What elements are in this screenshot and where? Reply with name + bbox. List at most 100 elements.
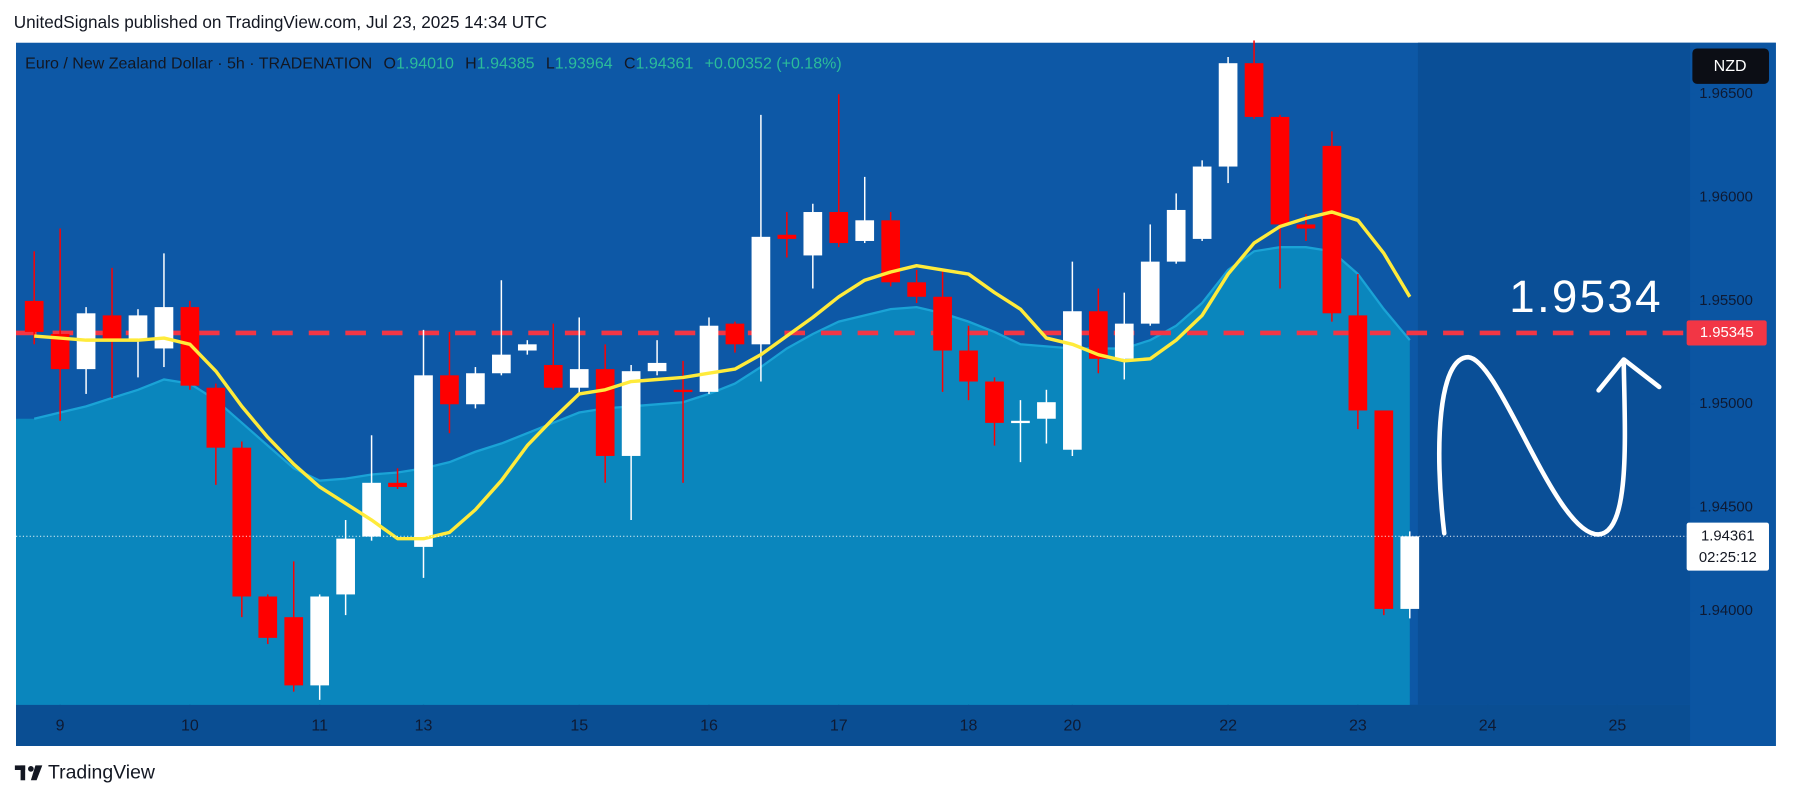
candle-body — [1218, 63, 1238, 167]
arrow-path — [1436, 354, 1628, 537]
time-axis — [16, 704, 1691, 746]
candle-body — [569, 369, 589, 388]
candle-body — [440, 375, 459, 405]
area-line — [33, 246, 1411, 482]
legend-high: 1.94385 — [477, 56, 535, 73]
y-tick-label: 1.94500 — [1699, 500, 1753, 516]
candle-body — [310, 596, 330, 686]
logo-part — [20, 765, 26, 781]
candle-body — [985, 381, 1004, 423]
candle-body — [232, 447, 252, 597]
candle-body — [1037, 402, 1056, 419]
symbol: Euro / New Zealand Dollar · 5h · TRADENA… — [25, 56, 372, 73]
candle-body — [1400, 536, 1420, 609]
logo-part — [30, 765, 43, 781]
candle-body — [258, 596, 278, 638]
x-tick-label: 20 — [1063, 718, 1081, 735]
legend: Euro / New Zealand Dollar · 5h · TRADENA… — [25, 56, 842, 73]
plot-layer: 1.94000 1.94500 1.95000 1.95500 1.96000 1.965… — [16, 40, 1753, 735]
candle-body — [803, 212, 823, 256]
candle-body — [933, 296, 952, 351]
candle-body — [24, 300, 44, 332]
candle-body — [362, 482, 381, 537]
x-tick-label: 17 — [830, 718, 848, 735]
candle-body — [50, 333, 70, 370]
candle-body — [881, 220, 901, 283]
currency-label[interactable]: NZD — [1714, 58, 1747, 75]
legend-close: 1.94361 — [636, 56, 694, 73]
footer-logo — [14, 765, 43, 781]
candle-body — [1140, 261, 1160, 324]
candle-body — [543, 364, 563, 388]
candle-body — [907, 282, 926, 297]
candle-body — [206, 387, 226, 448]
x-tick-label: 11 — [311, 718, 328, 735]
candle-body — [1166, 209, 1186, 262]
moving-average — [34, 210, 1412, 541]
header-text: UnitedSignals published on TradingView.c… — [14, 12, 547, 32]
candle-body — [1244, 63, 1264, 117]
x-tick-label: 24 — [1479, 718, 1497, 735]
candle-body — [1374, 410, 1394, 609]
y-tick-label: 1.95000 — [1699, 396, 1753, 412]
candle-body — [1088, 311, 1108, 359]
candle-body — [517, 344, 537, 351]
candle-body — [751, 236, 771, 345]
logo-part — [14, 765, 26, 770]
candle-body — [284, 617, 304, 686]
candle-body — [336, 538, 355, 595]
candle-body — [725, 323, 745, 345]
candle-body — [154, 307, 174, 349]
candle-body — [1192, 166, 1212, 239]
last-price-label: 1.94361 — [1701, 528, 1755, 544]
candle-body — [466, 373, 485, 405]
currency-badge[interactable] — [1692, 48, 1769, 84]
x-tick-label: 22 — [1219, 718, 1237, 735]
candle-body — [777, 234, 797, 239]
price-axis — [1690, 42, 1776, 746]
candle-body — [1322, 145, 1342, 314]
future-region — [1417, 42, 1691, 705]
logo-part — [28, 765, 34, 772]
footer-brand: TradingView — [48, 762, 156, 784]
level-label-box — [1686, 320, 1767, 346]
candle-body — [647, 362, 667, 372]
candle-body — [699, 325, 719, 392]
candle-body — [829, 212, 849, 244]
y-tick-label: 1.94000 — [1699, 603, 1753, 619]
legend-o: O — [384, 56, 396, 73]
x-tick-label: 18 — [960, 718, 978, 735]
x-tick-label: 16 — [700, 718, 718, 735]
candle-body — [673, 389, 693, 393]
legend-low: 1.93964 — [555, 56, 613, 73]
countdown-label: 02:25:12 — [1699, 550, 1757, 566]
y-tick-label: 1.96500 — [1699, 86, 1753, 102]
candle-body — [102, 315, 122, 341]
candle-body — [1296, 224, 1316, 229]
legend-c: C — [624, 56, 636, 73]
candle-body — [1114, 323, 1134, 359]
x-tick-label: 25 — [1609, 718, 1627, 735]
level-label: 1.95345 — [1700, 325, 1754, 341]
candle-body — [621, 371, 641, 456]
x-tick-label: 23 — [1349, 718, 1367, 735]
y-tick-label: 1.96000 — [1699, 189, 1753, 205]
x-tick-label: 9 — [56, 718, 65, 735]
candle-body — [414, 375, 433, 547]
candle-body — [128, 315, 148, 341]
y-tick-label: 1.95500 — [1699, 293, 1753, 309]
candle-body — [388, 482, 407, 487]
candle-body — [1011, 420, 1030, 424]
x-tick-label: 15 — [570, 718, 588, 735]
legend-open: 1.94010 — [396, 56, 454, 73]
legend-h: H — [465, 56, 477, 73]
last-price-box — [1686, 522, 1769, 571]
x-tick-label: 10 — [181, 718, 199, 735]
hand-drawn-arrow — [1436, 354, 1662, 537]
candle-body — [595, 369, 615, 456]
candle-body — [855, 220, 875, 241]
price-annotation: 1.9534 — [1509, 271, 1663, 322]
arrow-head — [1596, 357, 1662, 393]
legend-l: L — [546, 56, 555, 73]
